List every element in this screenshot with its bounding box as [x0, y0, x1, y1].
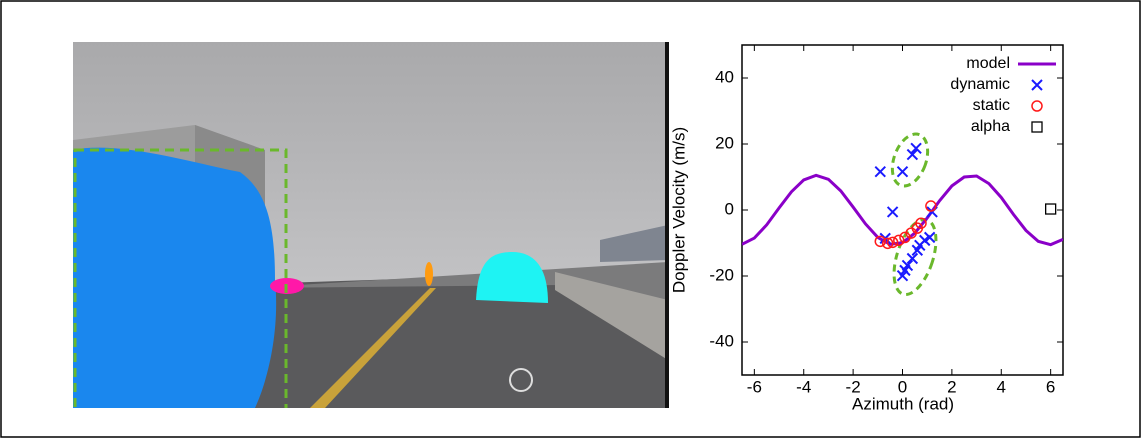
figure: Azimuth (rad) Doppler Velocity (m/s) -6 -… — [0, 0, 1141, 438]
x-tick-label: -4 — [796, 377, 811, 396]
camera-image — [73, 42, 669, 420]
x-tick-label: 2 — [947, 377, 956, 396]
x-axis-label: Azimuth (rad) — [852, 394, 954, 413]
y-tick-label: 40 — [715, 67, 734, 86]
x-tick-label: 6 — [1046, 377, 1055, 396]
y-axis-label: Doppler Velocity (m/s) — [669, 127, 688, 293]
legend-label: model — [966, 55, 1010, 72]
y-tick-label: -20 — [709, 265, 734, 284]
legend-label: dynamic — [950, 76, 1010, 93]
x-tick-label: -6 — [747, 377, 762, 396]
legend-label: static — [973, 97, 1010, 114]
x-tick-label: 0 — [898, 377, 907, 396]
y-tick-label: 20 — [715, 133, 734, 152]
x-tick-label: 4 — [997, 377, 1006, 396]
legend-label: alpha — [971, 118, 1010, 135]
y-tick-label: -40 — [709, 331, 734, 350]
x-tick-label: -2 — [846, 377, 861, 396]
y-tick-label: 0 — [725, 199, 734, 218]
